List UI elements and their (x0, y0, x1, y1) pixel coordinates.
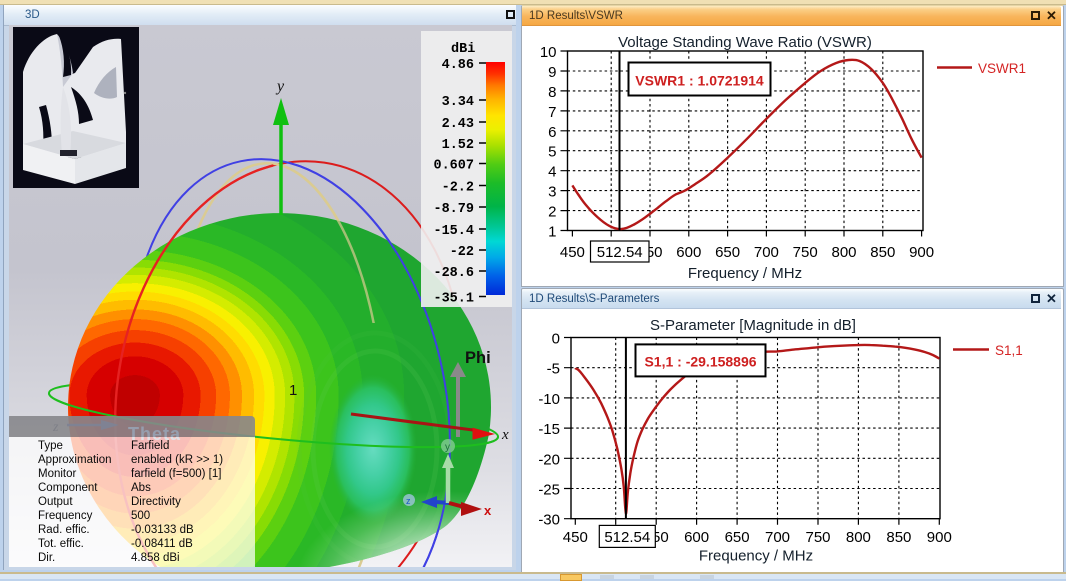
svg-text:Output: Output (38, 496, 73, 508)
svg-text:VSWR1 : 1.0721914: VSWR1 : 1.0721914 (635, 73, 764, 89)
svg-text:Frequency / MHz: Frequency / MHz (699, 548, 813, 565)
svg-text:farfield (f=500) [1]: farfield (f=500) [1] (131, 468, 221, 480)
svg-text:VSWR1: VSWR1 (978, 61, 1026, 76)
svg-text:-35.1: -35.1 (433, 292, 474, 307)
svg-text:-28.6: -28.6 (433, 266, 474, 281)
svg-text:-0.03133 dB: -0.03133 dB (131, 524, 194, 536)
svg-text:6: 6 (548, 124, 556, 141)
svg-text:-0.08411 dB: -0.08411 dB (131, 538, 193, 550)
svg-text:x: x (484, 503, 492, 518)
svg-text:Component: Component (38, 482, 98, 494)
svg-text:10: 10 (540, 44, 557, 61)
svg-text:Farfield: Farfield (131, 440, 169, 452)
svg-text:Rad. effic.: Rad. effic. (38, 524, 90, 536)
svg-text:y: y (445, 442, 450, 453)
svg-text:S-Parameter [Magnitude in dB]: S-Parameter [Magnitude in dB] (650, 317, 856, 334)
svg-text:1.52: 1.52 (442, 138, 474, 153)
svg-text:450: 450 (560, 244, 585, 261)
svg-text:1: 1 (548, 224, 556, 241)
svg-text:700: 700 (754, 244, 779, 261)
svg-text:600: 600 (676, 244, 701, 261)
svg-text:z: z (406, 496, 411, 506)
svg-text:4.858 dBi: 4.858 dBi (131, 552, 180, 564)
svg-text:900: 900 (927, 529, 952, 546)
svg-text:1: 1 (289, 382, 297, 399)
svg-text:-20: -20 (538, 451, 560, 468)
svg-text:x: x (501, 427, 509, 443)
svg-text:750: 750 (793, 244, 818, 261)
svg-text:4: 4 (548, 164, 556, 181)
svg-text:512.54: 512.54 (597, 244, 643, 261)
svg-text:3.34: 3.34 (442, 95, 474, 110)
svg-text:750: 750 (805, 529, 830, 546)
svg-text:Frequency / MHz: Frequency / MHz (688, 265, 802, 282)
svg-text:0: 0 (552, 331, 560, 348)
svg-text:500: 500 (131, 510, 150, 522)
svg-text:-15: -15 (538, 421, 560, 438)
svg-text:2.43: 2.43 (442, 117, 474, 132)
svg-text:9: 9 (548, 64, 556, 81)
svg-text:-2.2: -2.2 (442, 181, 474, 196)
svg-text:Voltage Standing Wave Ratio (V: Voltage Standing Wave Ratio (VSWR) (618, 34, 872, 51)
svg-text:650: 650 (725, 529, 750, 546)
svg-text:850: 850 (870, 244, 895, 261)
svg-text:-5: -5 (547, 361, 560, 378)
svg-text:S1,1 : -29.158896: S1,1 : -29.158896 (644, 354, 756, 370)
svg-text:600: 600 (684, 529, 709, 546)
svg-text:8: 8 (548, 84, 556, 101)
svg-text:7: 7 (548, 104, 556, 121)
svg-text:900: 900 (909, 244, 934, 261)
svg-text:650: 650 (715, 244, 740, 261)
svg-text:y: y (275, 78, 285, 95)
svg-text:-10: -10 (538, 391, 560, 408)
svg-text:-15.4: -15.4 (433, 224, 474, 239)
svg-text:-8.79: -8.79 (433, 202, 474, 217)
svg-text:enabled (kR >> 1): enabled (kR >> 1) (131, 454, 223, 466)
svg-text:800: 800 (831, 244, 856, 261)
svg-text:512.54: 512.54 (604, 529, 650, 546)
svg-text:-30: -30 (538, 512, 560, 529)
svg-text:Directivity: Directivity (131, 496, 181, 508)
svg-text:Abs: Abs (131, 482, 151, 494)
svg-text:Type: Type (38, 440, 63, 452)
svg-text:dBi: dBi (451, 42, 475, 57)
svg-text:S1,1: S1,1 (995, 343, 1023, 358)
svg-text:850: 850 (886, 529, 911, 546)
svg-text:5: 5 (548, 144, 556, 161)
svg-text:Phi: Phi (465, 349, 491, 367)
svg-text:2: 2 (548, 204, 556, 221)
svg-text:-25: -25 (538, 482, 560, 499)
svg-text:450: 450 (563, 529, 588, 546)
svg-text:Dir.: Dir. (38, 552, 55, 564)
svg-text:4.86: 4.86 (442, 58, 474, 73)
svg-text:700: 700 (765, 529, 790, 546)
svg-text:0.607: 0.607 (433, 159, 474, 174)
svg-text:800: 800 (846, 529, 871, 546)
svg-text:Tot. effic.: Tot. effic. (38, 538, 84, 550)
svg-text:3: 3 (548, 184, 556, 201)
svg-text:Monitor: Monitor (38, 468, 77, 480)
svg-text:-22: -22 (450, 245, 474, 260)
svg-text:Frequency: Frequency (38, 510, 93, 522)
svg-text:Approximation: Approximation (38, 454, 112, 466)
